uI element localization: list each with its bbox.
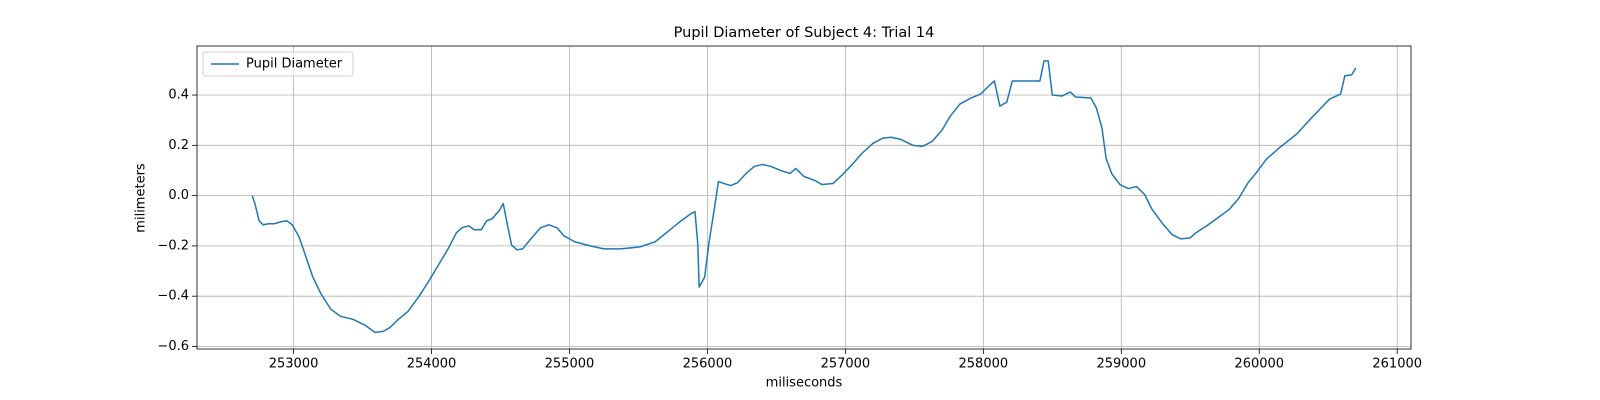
- y-tick-label: −0.2: [157, 238, 189, 253]
- plot-frame: [196, 45, 1412, 350]
- y-tick-label: 0.4: [168, 88, 189, 103]
- x-tick-label: 256000: [683, 357, 733, 372]
- data-line: [251, 60, 1357, 334]
- x-tick-label: 260000: [1234, 357, 1284, 372]
- y-tick-label: 0.0: [168, 188, 189, 203]
- chart-title: Pupil Diameter of Subject 4: Trial 14: [674, 25, 935, 41]
- legend-label: Pupil Diameter: [246, 57, 343, 72]
- y-tick-label: −0.6: [157, 339, 189, 354]
- x-axis-label: miliseconds: [766, 376, 843, 391]
- y-tick-label: −0.4: [157, 289, 189, 304]
- x-tick-label: 257000: [821, 357, 871, 372]
- y-axis-label: milimeters: [134, 163, 149, 233]
- x-tick-label: 261000: [1372, 357, 1422, 372]
- x-tick-label: 258000: [959, 357, 1009, 372]
- y-tick-label: 0.2: [168, 138, 189, 153]
- x-tick-label: 255000: [545, 357, 595, 372]
- x-tick-label: 259000: [1096, 357, 1146, 372]
- legend-box: [202, 51, 354, 77]
- x-tick-label: 253000: [269, 357, 319, 372]
- x-tick-label: 254000: [407, 357, 457, 372]
